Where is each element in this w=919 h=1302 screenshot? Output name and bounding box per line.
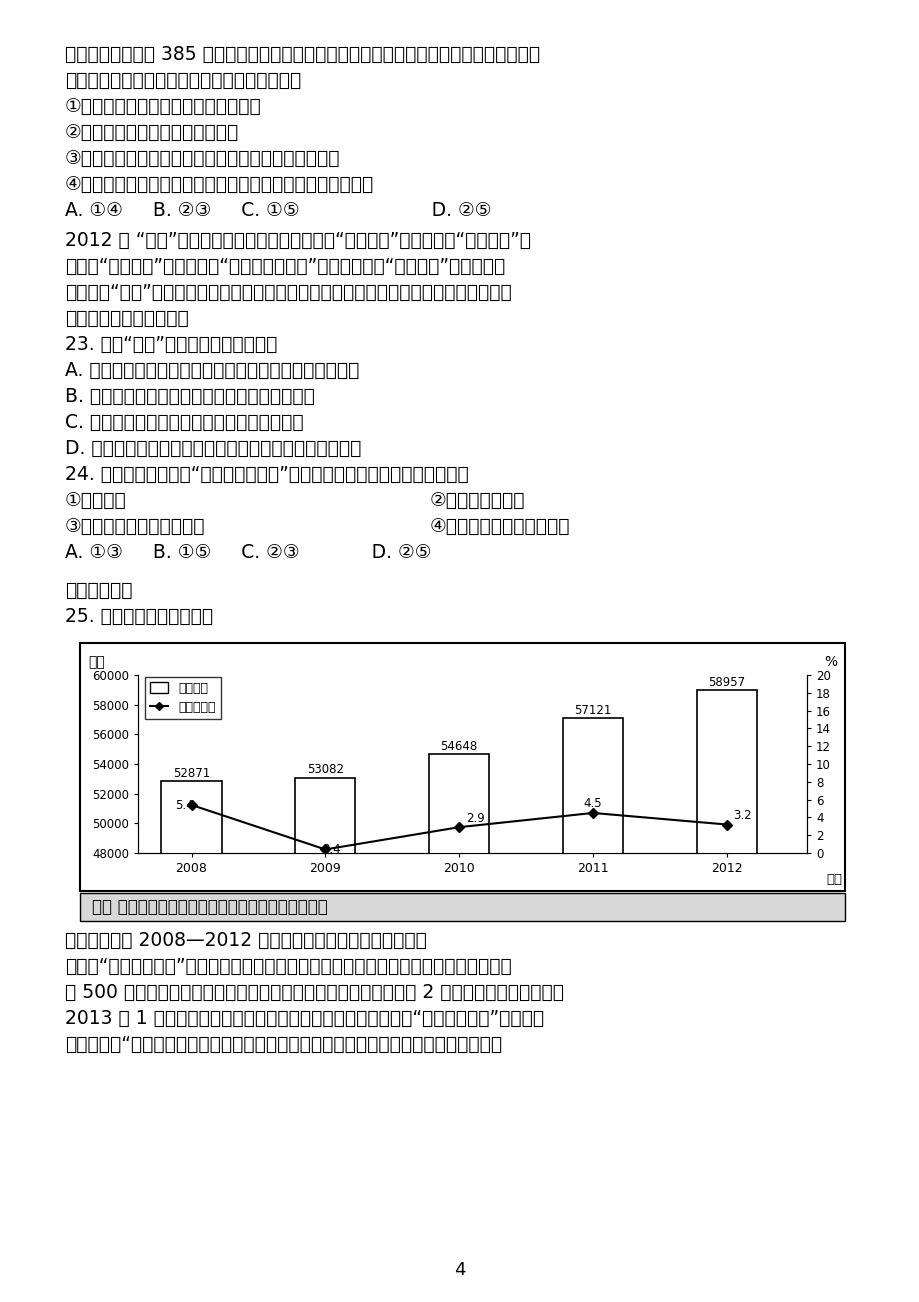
Bar	[562, 717, 622, 1302]
Text: ②文化与经济相互影响、相互交融: ②文化与经济相互影响、相互交融	[65, 122, 239, 142]
Bar	[161, 781, 221, 1302]
Text: 一系列的“最美”平凡英雄身上展现出的爱和善良，让大家为之动容，使人间传统美德的光: 一系列的“最美”平凡英雄身上展现出的爱和善良，让大家为之动容，使人间传统美德的光	[65, 283, 511, 302]
Text: 5.4: 5.4	[176, 799, 194, 812]
Text: 54648: 54648	[440, 741, 477, 753]
Bar	[696, 690, 756, 1302]
Bar	[295, 777, 355, 1302]
Text: B. 中华传统道德准则是中华民族精神的核心内容: B. 中华传统道德准则是中华民族精神的核心内容	[65, 387, 314, 406]
Text: ④不同文化间的交流、借鉴与融合是人类文明发展的重要动力: ④不同文化间的交流、借鉴与融合是人类文明发展的重要动力	[65, 174, 374, 194]
Text: 25. 阅读材料，回答问题。: 25. 阅读材料，回答问题。	[65, 607, 213, 626]
Text: 53082: 53082	[307, 763, 344, 776]
Text: 4: 4	[454, 1260, 465, 1279]
Text: 式启动。活动共计 385 个项目，包括主题庙会、广场巡游、旅游推介、新媒体网络互动以及: 式启动。活动共计 385 个项目，包括主题庙会、广场巡游、旅游推介、新媒体网络互…	[65, 46, 539, 64]
Text: 注： 我国粮食人均占有量仅为发达国家的三分之一。: 注： 我国粮食人均占有量仅为发达国家的三分之一。	[92, 898, 327, 917]
Text: 二、非选择题: 二、非选择题	[65, 581, 132, 600]
Bar	[80, 893, 844, 921]
Text: 彩在当代得到完美绻放。: 彩在当代得到完美绻放。	[65, 309, 188, 328]
Text: 斜；从“最美战士”高铁成，到“最美女公交司机”付秀丽，再到“最美孕妇”彭伟平，这: 斜；从“最美战士”高铁成，到“最美女公交司机”付秀丽，再到“最美孕妇”彭伟平，这	[65, 256, 505, 276]
Bar	[428, 754, 489, 1302]
Text: 3.2: 3.2	[732, 809, 751, 822]
Text: A. ①④     B. ②③     C. ①⑤                      D. ②⑤: A. ①④ B. ②③ C. ①⑤ D. ②⑤	[65, 201, 491, 220]
Text: 2.9: 2.9	[465, 811, 484, 824]
Text: 23. 这些“最美”人物的事迹充分说明：: 23. 这些“最美”人物的事迹充分说明：	[65, 335, 277, 354]
Text: 上作出批示“浪费之风必须刹！要加大宣传引导力度，大力弘扬中华民族勤俨节约的优秀: 上作出批示“浪费之风必须刹！要加大宣传引导力度，大力弘扬中华民族勤俨节约的优秀	[65, 1035, 502, 1055]
Text: 2013 年 1 月下旬，习近平在新华社一份《网民呼吁送餐饲环节“舌尖上的浪费”》的材料: 2013 年 1 月下旬，习近平在新华社一份《网民呼吁送餐饲环节“舌尖上的浪费”…	[65, 1009, 543, 1029]
Bar	[80, 643, 844, 891]
Text: 2012 年 “最美”成为公共舆论中的高频词汇。从“最美教师”张丽莉，到“最美司机”吴: 2012 年 “最美”成为公共舆论中的高频词汇。从“最美教师”张丽莉，到“最美司…	[65, 230, 530, 250]
Text: ①文化对人的影响具有深远持久的特点: ①文化对人的影响具有深远持久的特点	[65, 98, 262, 116]
Text: 0.4: 0.4	[323, 842, 341, 855]
Text: ④随风潜入夜，润物细无声: ④随风潜入夜，润物细无声	[429, 517, 570, 536]
Text: ③露从今夜白，月是故乡明: ③露从今夜白，月是故乡明	[65, 517, 205, 536]
Text: 52871: 52871	[173, 767, 210, 780]
Text: 58957: 58957	[708, 676, 744, 689]
Text: 约 500 亿公斤，接近全国粮食总产量的十分之一，每年至少倦掉约 2 亿人一年的口粮。为此，: 约 500 亿公斤，接近全国粮食总产量的十分之一，每年至少倦掉约 2 亿人一年的…	[65, 983, 563, 1003]
Text: D. 中华传统美德以其先进性推动中华文化从历史走向未来: D. 中华传统美德以其先进性推动中华文化从历史走向未来	[65, 439, 361, 458]
Text: 材料一下图为 2008—2012 年我国粮食产量及其增速情况图。: 材料一下图为 2008—2012 年我国粮食产量及其增速情况图。	[65, 931, 426, 950]
Text: 年份: 年份	[825, 874, 841, 885]
Text: %: %	[823, 655, 836, 669]
Text: ②乡音无改鬓毛衰: ②乡音无改鬓毛衰	[429, 491, 525, 510]
Text: A. ①③     B. ①⑤     C. ②③            D. ②⑤: A. ①③ B. ①⑤ C. ②③ D. ②⑤	[65, 543, 431, 562]
Text: ①孟母三迁: ①孟母三迁	[65, 491, 127, 510]
Text: C. 传统道德与当今时代结合，彰显巨大生命力: C. 传统道德与当今时代结合，彰显巨大生命力	[65, 413, 303, 432]
Text: 材料二“舌尖上的浪费”触目惊心。据最新统计数据显示：中国每年浪费食物总量折合粮食: 材料二“舌尖上的浪费”触目惊心。据最新统计数据显示：中国每年浪费食物总量折合粮食	[65, 957, 511, 976]
Text: 万吨: 万吨	[88, 655, 105, 669]
Text: 24. 下列成语诗文中与“教师美德感召力”反映出文化对人影响特点一致的是：: 24. 下列成语诗文中与“教师美德感召力”反映出文化对人影响特点一致的是：	[65, 465, 469, 484]
Text: 文化名人与当地民众互动等各类活动。材料表明: 文化名人与当地民众互动等各类活动。材料表明	[65, 72, 301, 90]
Text: 4.5: 4.5	[583, 797, 602, 810]
Text: A. 中华文化的感召力源于中华民族仁爱、中和的善良本性: A. 中华文化的感召力源于中华民族仁爱、中和的善良本性	[65, 361, 359, 380]
Text: 57121: 57121	[573, 703, 611, 716]
Legend: 粮食产量, 比上年增长: 粮食产量, 比上年增长	[144, 677, 221, 719]
Text: ③民族节日是一个国家和民族历史文化成就的重要标志: ③民族节日是一个国家和民族历史文化成就的重要标志	[65, 148, 340, 168]
